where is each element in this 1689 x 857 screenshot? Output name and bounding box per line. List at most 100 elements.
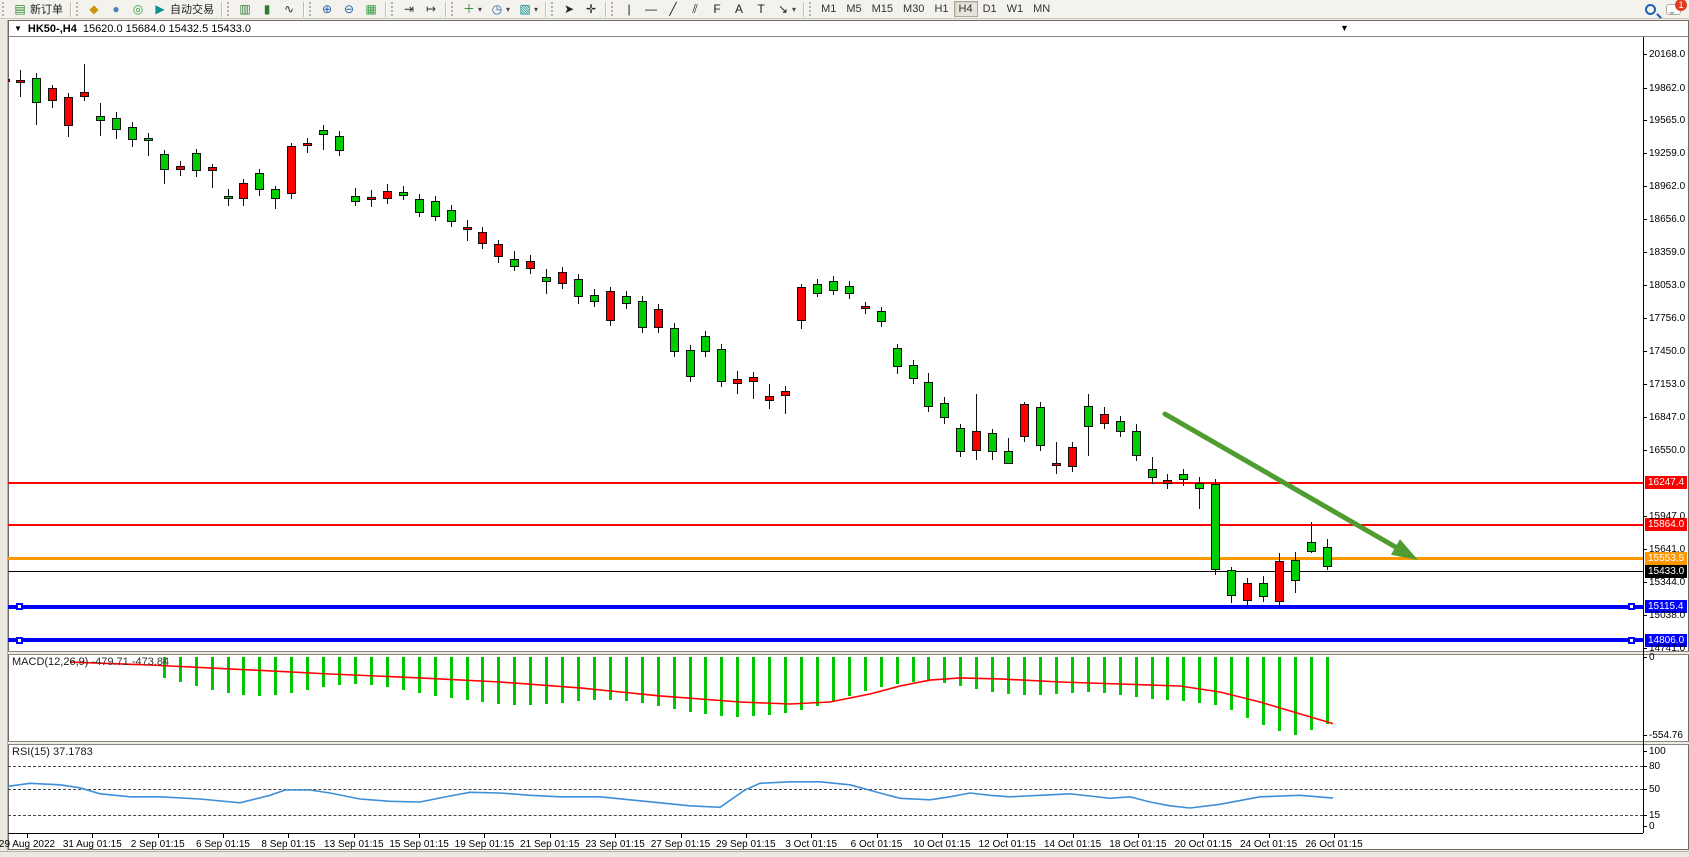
- search-icon[interactable]: [1645, 3, 1656, 15]
- macd-histogram-bar: [831, 657, 835, 701]
- candle-wick: [753, 372, 755, 399]
- trend-arrow[interactable]: [8, 37, 1643, 651]
- line-handle[interactable]: [16, 603, 23, 611]
- macd-histogram-bar: [417, 657, 421, 693]
- candle-wick: [1310, 521, 1312, 554]
- time-tick: [941, 834, 943, 838]
- macd-histogram-bar: [768, 657, 772, 715]
- candlestick: [239, 182, 249, 199]
- price-tick-label: 18053.0: [1649, 280, 1686, 292]
- indicators-button[interactable]: ＋ ▾: [458, 1, 486, 18]
- line-handle[interactable]: [1628, 636, 1635, 644]
- candlestick: [701, 336, 711, 352]
- tab-timeframe-H1[interactable]: H1: [934, 3, 949, 15]
- candlestick: [1020, 403, 1029, 437]
- community-button[interactable]: ●: [105, 1, 127, 18]
- macd-histogram-bar: [592, 657, 596, 700]
- splitter-main-macd[interactable]: [8, 651, 1689, 655]
- candle-wick: [785, 385, 787, 414]
- chart-menu-icon[interactable]: ▼: [14, 24, 22, 33]
- line-handle[interactable]: [1628, 603, 1635, 611]
- text-label-button[interactable]: T: [750, 1, 772, 18]
- time-tick-label: 2 Sep 01:15: [130, 839, 185, 850]
- price-tick-label: 16847.0: [1649, 412, 1686, 424]
- tab-timeframe-M30[interactable]: M30: [903, 3, 925, 15]
- macd-histogram-bar: [226, 657, 230, 693]
- candlestick: [1322, 547, 1332, 568]
- macd-histogram-bar: [1134, 657, 1138, 697]
- rsi-axis-label: 0: [1649, 821, 1655, 832]
- macd-histogram-bar: [178, 657, 182, 682]
- chart-title-bar[interactable]: ▼ HK50-,H4 15620.0 15684.0 15432.5 15433…: [9, 21, 1688, 37]
- macd-histogram-bar: [1070, 657, 1074, 693]
- notifications-icon[interactable]: 1: [1666, 0, 1687, 15]
- tab-timeframe-M5[interactable]: M5: [846, 3, 862, 15]
- macd-histogram-bar: [959, 657, 963, 686]
- rsi-panel-inner: [8, 745, 1643, 833]
- hline-button[interactable]: —: [640, 1, 662, 18]
- tab-timeframe-W1[interactable]: W1: [1006, 3, 1024, 15]
- candlestick: [812, 284, 822, 295]
- tab-timeframe-M1[interactable]: M1: [821, 3, 837, 15]
- shift-marker-icon: ▼: [1340, 23, 1349, 33]
- candlestick: [924, 382, 934, 407]
- trendline-button[interactable]: ╱: [662, 1, 684, 18]
- zoom-out-button[interactable]: ⊖: [338, 1, 360, 18]
- text-label-icon: T: [757, 2, 765, 16]
- candlestick: [159, 153, 169, 170]
- vline-button[interactable]: |: [618, 1, 640, 18]
- styles-button[interactable]: ◆: [83, 1, 105, 18]
- macd-histogram-bar: [784, 657, 788, 713]
- bar-chart-button[interactable]: ▥: [234, 1, 256, 18]
- zoom-in-button[interactable]: ⊕: [316, 1, 338, 18]
- horizontal-line-object-15553.5[interactable]: [8, 557, 1643, 561]
- tab-timeframe-MN[interactable]: MN: [1033, 3, 1051, 15]
- candlestick: [366, 196, 376, 200]
- fibonacci-button[interactable]: F: [706, 1, 728, 18]
- cursor-button[interactable]: ➤: [558, 1, 580, 18]
- price-tick-label: 16550.0: [1649, 444, 1686, 456]
- candlestick-button[interactable]: ▮: [256, 1, 278, 18]
- signals-button[interactable]: ◎: [127, 1, 149, 18]
- price-tick-label: 19259.0: [1649, 148, 1686, 160]
- price-tick: [1643, 185, 1647, 187]
- chevron-down-icon: ▾: [506, 4, 511, 14]
- candlestick: [1227, 570, 1237, 597]
- tile-windows-button[interactable]: ▦: [360, 1, 382, 18]
- auto-scroll-button[interactable]: ↦: [420, 1, 442, 18]
- autotrading-button[interactable]: ▶ 自动交易: [149, 1, 218, 18]
- tab-timeframe-D1[interactable]: D1: [982, 3, 997, 15]
- horizontal-line-object-15864.0[interactable]: [8, 523, 1643, 526]
- line-chart-button[interactable]: ∿: [278, 1, 300, 18]
- tab-timeframe-H4[interactable]: H4: [953, 1, 978, 17]
- horizontal-line-object-15115.4[interactable]: [8, 604, 1643, 609]
- crosshair-button[interactable]: ✛: [580, 1, 602, 18]
- macd-panel-inner: [8, 655, 1643, 741]
- periods-button[interactable]: ◷ ▾: [486, 1, 514, 18]
- candlestick: [876, 311, 886, 323]
- horizontal-line-object-15433.0[interactable]: [8, 571, 1643, 573]
- chart-shift-button[interactable]: ⇥: [398, 1, 420, 18]
- macd-histogram-bar: [608, 657, 612, 700]
- candlestick: [127, 126, 137, 140]
- horizontal-line-object-14806.0[interactable]: [8, 638, 1643, 643]
- templates-button[interactable]: ▧ ▾: [514, 1, 542, 18]
- person-icon: ●: [112, 2, 120, 16]
- line-handle[interactable]: [16, 636, 23, 644]
- new-order-button[interactable]: ▤ 新订单: [9, 1, 67, 18]
- chevron-down-icon: ▾: [792, 4, 797, 14]
- horizontal-line-object-16247.4[interactable]: [8, 481, 1643, 484]
- arrows-button[interactable]: ↘ ▾: [772, 1, 800, 18]
- rsi-axis-tick: [1643, 751, 1647, 752]
- price-tick: [1643, 317, 1647, 319]
- macd-histogram-bar: [274, 657, 278, 695]
- channel-button[interactable]: ⫽: [684, 1, 706, 18]
- price-tick-label: 18359.0: [1649, 246, 1686, 258]
- text-button[interactable]: A: [728, 1, 750, 18]
- splitter-macd-rsi[interactable]: [8, 741, 1689, 745]
- price-tick-label: 15641.0: [1649, 544, 1686, 556]
- macd-histogram-bar: [338, 657, 341, 685]
- macd-histogram-bar: [879, 657, 883, 687]
- tab-timeframe-M15[interactable]: M15: [871, 3, 894, 15]
- candlestick: [605, 291, 615, 322]
